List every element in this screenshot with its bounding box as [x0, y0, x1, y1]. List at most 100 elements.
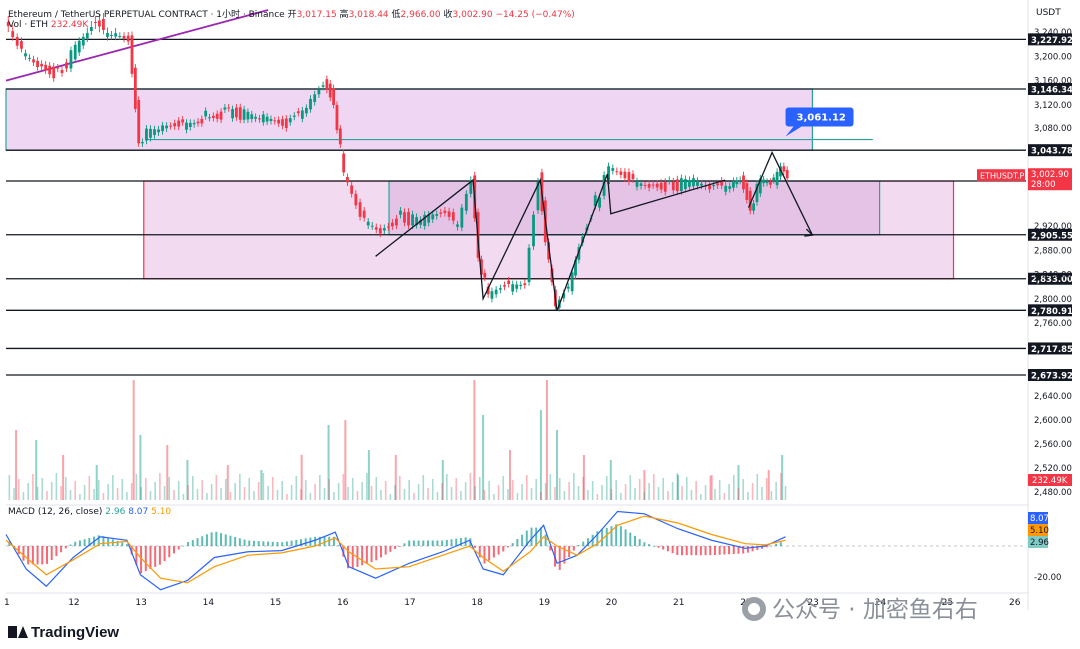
callout-pointer — [785, 126, 802, 137]
volume-bar — [224, 479, 227, 500]
macd-histogram-bar — [516, 538, 519, 546]
volume-bar — [201, 480, 204, 500]
volume-bar — [732, 475, 735, 500]
volume-bar — [97, 480, 100, 500]
level-tag-label: 3,227.92 — [1031, 36, 1073, 46]
y-tick-label: 2,640.00 — [1034, 392, 1072, 402]
candle-body — [208, 117, 211, 119]
volume-bar — [356, 491, 359, 500]
candle-body — [362, 210, 366, 218]
level-tag-bg — [1028, 144, 1072, 157]
volume-bar — [460, 491, 462, 500]
close-label: 收 — [443, 10, 453, 20]
macd-histogram-bar — [97, 535, 100, 546]
candle-body — [688, 180, 691, 187]
macd-histogram-bar — [563, 546, 566, 564]
macd-histogram-bar — [558, 546, 561, 570]
candle-body — [192, 123, 196, 125]
volume-bar — [173, 490, 175, 500]
volume-bar — [605, 476, 608, 500]
symbol-title[interactable]: Ethereum / TetherUS PERPETUAL CONTRACT ·… — [8, 10, 285, 20]
volume-bar — [149, 491, 152, 500]
macd-signal-value: 5.10 — [151, 507, 172, 517]
volume-bar — [62, 455, 65, 500]
candle-body — [519, 284, 523, 287]
macd-histogram-bar — [690, 546, 693, 556]
volume-bar — [450, 487, 453, 500]
candle-body — [464, 193, 468, 211]
candle-body — [659, 182, 663, 190]
candle-body — [173, 123, 177, 127]
volume-bar — [624, 484, 627, 500]
macd-histogram-bar — [318, 536, 321, 546]
candle-body — [566, 286, 570, 289]
candle-body — [447, 211, 451, 217]
volume-bar — [196, 489, 199, 500]
macd-histogram-bar — [191, 540, 194, 546]
volume-label[interactable]: Vol · ETH — [8, 20, 48, 30]
candle-body — [480, 259, 483, 275]
candle-body — [77, 40, 81, 53]
volume-bar — [35, 440, 38, 500]
level-tag-label: 3,146.34 — [1031, 85, 1073, 95]
macd-label[interactable]: MACD (12, 26, close) — [8, 507, 103, 517]
symbol-tag-bg — [977, 169, 1025, 182]
volume-bar — [464, 482, 467, 500]
volume-bar — [384, 481, 387, 500]
tv-logo-text: TradingView — [31, 624, 120, 641]
candle-body — [647, 184, 651, 188]
candle-body — [250, 114, 254, 120]
candle-body — [415, 217, 418, 226]
macd-histogram-bar — [55, 546, 58, 557]
volume-bar — [765, 478, 768, 500]
candle-body — [439, 212, 443, 214]
volume-bar — [723, 493, 726, 500]
volume-bar — [361, 482, 363, 500]
volume-bar — [714, 489, 716, 500]
volume-bar — [300, 455, 303, 500]
volume-bar — [629, 475, 632, 500]
volume-bar — [530, 488, 533, 500]
macd-histogram-bar — [478, 546, 481, 558]
x-tick-label: 15 — [270, 598, 281, 608]
zigzag-pattern — [375, 173, 726, 312]
volume-bar — [690, 490, 693, 500]
y-tick-label: 3,120.00 — [1034, 101, 1072, 111]
candle-body — [110, 35, 113, 37]
candle-body — [317, 89, 321, 95]
volume-bar — [549, 474, 552, 500]
candle-body — [188, 122, 192, 127]
currency-button[interactable]: USDT — [1036, 8, 1061, 18]
macd-histogram-bar — [704, 546, 707, 556]
watermark-text: 公众号 · 加密鱼右右 — [772, 597, 978, 623]
volume-bar — [32, 474, 34, 500]
tradingview-logo[interactable]: TradingView — [8, 624, 119, 641]
macd-histogram-bar — [756, 546, 759, 551]
candle-body — [141, 142, 144, 144]
level-tag-label: 2,833.00 — [1031, 275, 1073, 285]
volume-bar — [747, 492, 749, 500]
macd-histogram-bar — [234, 536, 237, 546]
macd-histogram-bar — [384, 546, 387, 555]
macd-header: MACD (12, 26, close) 2.96 8.07 5.10 — [8, 507, 171, 517]
candle-body — [494, 289, 498, 295]
volume-bar — [36, 487, 39, 500]
volume-bar — [507, 489, 509, 500]
macd-histogram-bar — [365, 546, 368, 564]
candle-body — [651, 184, 655, 186]
volume-bar — [168, 477, 171, 500]
volume-bar — [27, 483, 29, 500]
volume-bar — [370, 486, 373, 500]
volume-bar — [643, 492, 646, 500]
macd-histogram-bar — [257, 541, 260, 546]
macd-histogram-bar — [220, 533, 223, 546]
macd-histogram-bar — [125, 544, 128, 546]
wechat-icon — [742, 597, 766, 621]
volume-bar — [55, 473, 58, 500]
volume-bar — [441, 460, 444, 500]
volume-bar — [65, 477, 67, 500]
volume-bar — [700, 494, 702, 500]
macd-histogram-bar — [17, 546, 20, 555]
level-tag-label: 2,780.91 — [1031, 307, 1073, 317]
